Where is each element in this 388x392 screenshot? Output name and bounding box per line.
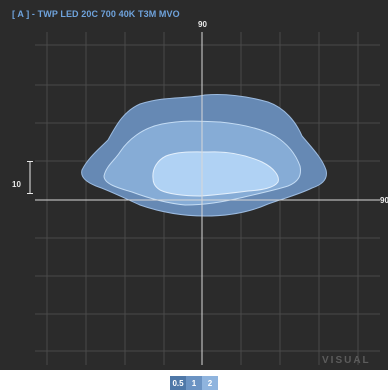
contour-inner xyxy=(152,151,279,197)
scale-label: 10 xyxy=(12,180,21,189)
axis-label-right: 90 xyxy=(380,196,388,205)
scale-bar-icon xyxy=(27,161,33,194)
axis-label-top: 90 xyxy=(198,20,207,29)
legend: 0.5 1 2 xyxy=(170,376,218,390)
legend-item-2[interactable]: 2 xyxy=(202,376,218,390)
luminaire-title: [ A ] - TWP LED 20C 700 40K T3M MVO xyxy=(12,9,180,19)
isofootcandle-panel: [ A ] - TWP LED 20C 700 40K T3M MVO 90 9… xyxy=(0,0,388,370)
isofootcandle-plot xyxy=(35,32,380,365)
watermark: VISUAL xyxy=(322,355,371,366)
legend-item-0.5[interactable]: 0.5 xyxy=(170,376,186,390)
legend-item-1[interactable]: 1 xyxy=(186,376,202,390)
